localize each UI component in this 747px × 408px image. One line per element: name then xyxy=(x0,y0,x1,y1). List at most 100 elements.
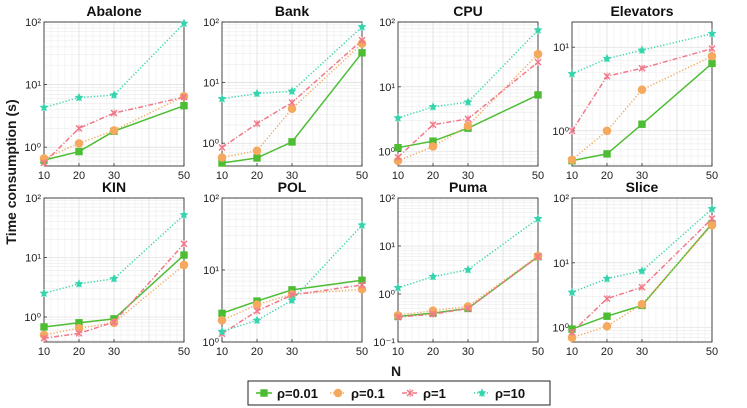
data-point xyxy=(252,300,262,309)
data-point xyxy=(603,150,611,158)
x-tick-label: 20 xyxy=(73,346,85,358)
data-point xyxy=(288,138,296,146)
y-tick-label: 10¹ xyxy=(25,252,41,264)
legend-entry: ρ=0.1 xyxy=(330,386,385,401)
x-tick-label: 50 xyxy=(178,346,190,358)
data-point xyxy=(567,155,577,165)
subplot-abalone: 10 20 30 50 10⁰ 10¹ 10² Abalone xyxy=(24,3,190,182)
subplot-title: Puma xyxy=(449,179,487,195)
series-rho-10 xyxy=(567,28,717,78)
data-point xyxy=(428,102,438,111)
series-rho-10 xyxy=(217,22,367,103)
data-point xyxy=(534,91,542,99)
data-point xyxy=(603,295,611,303)
subplot-pol: 10 20 30 50 10⁰ 10¹ 10² POL xyxy=(202,179,368,358)
data-point xyxy=(394,143,402,152)
data-point xyxy=(180,240,188,248)
data-point xyxy=(253,120,261,128)
series-rho-1 xyxy=(568,215,716,336)
series-rho-1 xyxy=(40,93,188,167)
data-point xyxy=(602,126,612,136)
x-axis-label: N xyxy=(391,363,401,379)
series-rho-0.1 xyxy=(567,51,717,165)
x-tick-label: 30 xyxy=(462,170,474,182)
data-point xyxy=(40,159,48,167)
data-point xyxy=(463,264,473,274)
data-point xyxy=(74,92,84,102)
data-point xyxy=(287,104,297,114)
data-point xyxy=(217,94,227,103)
legend-label: ρ=0.01 xyxy=(277,386,318,401)
data-point xyxy=(357,220,367,230)
x-tick-label: 10 xyxy=(392,170,404,182)
series-line xyxy=(221,279,363,315)
x-tick-label: 30 xyxy=(636,346,648,358)
subplot-bank: 10 20 30 50 10⁰ 10¹ 10² Bank xyxy=(202,3,368,182)
series-line xyxy=(397,94,539,149)
y-tick-label: 10² xyxy=(25,193,41,205)
data-point xyxy=(533,25,543,34)
y-tick-label: 10² xyxy=(379,193,395,205)
legend-marker xyxy=(406,389,414,397)
data-point xyxy=(394,153,402,161)
data-point xyxy=(602,53,612,63)
series-rho-1 xyxy=(40,240,188,342)
y-tick-label: 10¹ xyxy=(203,265,219,277)
data-point xyxy=(74,279,84,288)
data-point xyxy=(428,142,438,151)
x-tick-label: 20 xyxy=(601,346,613,358)
data-point xyxy=(287,295,297,305)
series-line xyxy=(43,104,185,161)
data-point xyxy=(252,315,262,325)
series-line xyxy=(43,254,185,328)
series-rho-10 xyxy=(393,25,543,122)
series-line xyxy=(397,218,539,289)
data-point xyxy=(637,266,647,275)
y-tick-label: 10⁰ xyxy=(378,289,395,301)
y-axis-label: Time consumption (s) xyxy=(3,99,19,244)
y-tick-label: 10⁰ xyxy=(202,138,219,150)
data-point xyxy=(533,49,543,59)
data-point xyxy=(394,313,402,321)
data-point xyxy=(707,204,717,213)
data-point xyxy=(288,98,296,106)
subplot-kin: 10 20 30 50 10⁰ 10¹ 10² KIN xyxy=(24,179,190,358)
y-tick-label: 10² xyxy=(379,17,395,29)
data-point xyxy=(218,143,226,151)
x-tick-label: 50 xyxy=(356,346,368,358)
x-tick-label: 20 xyxy=(601,170,613,182)
data-point xyxy=(179,210,189,219)
x-tick-label: 10 xyxy=(38,346,50,358)
series-rho-0.1 xyxy=(393,49,543,166)
data-point xyxy=(253,154,261,162)
legend-entry: ρ=10 xyxy=(474,386,525,401)
series-line xyxy=(43,243,185,339)
data-point xyxy=(179,18,189,28)
data-point xyxy=(602,321,612,331)
series-rho-1 xyxy=(394,58,542,161)
x-tick-label: 50 xyxy=(532,346,544,358)
data-point xyxy=(110,109,118,117)
x-tick-label: 20 xyxy=(427,346,439,358)
x-tick-label: 20 xyxy=(251,346,263,358)
data-point xyxy=(393,113,403,122)
data-point xyxy=(568,328,576,336)
x-tick-label: 10 xyxy=(566,170,578,182)
data-point xyxy=(179,260,189,270)
y-tick-label: 10⁰ xyxy=(24,142,41,154)
data-point xyxy=(603,72,611,80)
data-point xyxy=(603,312,611,320)
y-tick-label: 10² xyxy=(203,17,219,29)
data-point xyxy=(109,90,119,99)
subplot-puma: 10 20 30 50 10⁻¹ 10⁰ 10¹ 10² Puma xyxy=(373,179,544,358)
series-rho-10 xyxy=(393,213,543,292)
data-point xyxy=(109,126,119,135)
series-rho-1 xyxy=(568,45,716,135)
data-point xyxy=(429,310,437,318)
x-tick-label: 30 xyxy=(636,170,648,182)
x-tick-label: 30 xyxy=(108,346,120,358)
data-point xyxy=(708,215,716,223)
x-tick-label: 20 xyxy=(251,170,263,182)
series-rho-1 xyxy=(394,253,542,321)
